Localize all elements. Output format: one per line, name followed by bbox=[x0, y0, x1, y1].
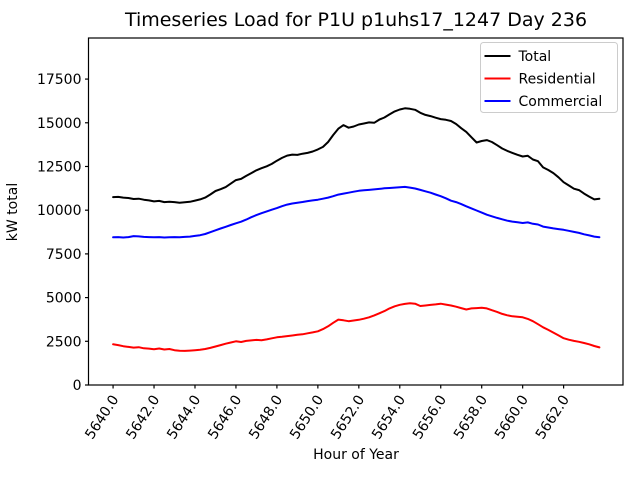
x-tick-label: 5646.0 bbox=[205, 392, 245, 442]
y-tick-label: 2500 bbox=[46, 334, 82, 350]
y-tick-label: 0 bbox=[73, 378, 82, 394]
legend-label-commercial: Commercial bbox=[519, 94, 603, 110]
series-line-commercial bbox=[112, 185, 601, 239]
y-tick-label: 7500 bbox=[46, 247, 82, 263]
chart-title: Timeseries Load for P1U p1uhs17_1247 Day… bbox=[124, 9, 587, 31]
legend-label-total: Total bbox=[518, 49, 552, 65]
y-axis-label: kW total bbox=[5, 183, 21, 241]
series-line-residential bbox=[112, 302, 601, 352]
x-tick-label: 5644.0 bbox=[164, 392, 204, 442]
x-tick-label: 5654.0 bbox=[369, 392, 409, 442]
x-tick-label: 5648.0 bbox=[246, 392, 286, 442]
series-line-total bbox=[112, 107, 601, 204]
y-tick-label: 15000 bbox=[37, 116, 82, 132]
plot-border bbox=[87, 37, 624, 386]
legend: Total Residential Commercial bbox=[480, 42, 618, 113]
x-tick-label: 5650.0 bbox=[287, 392, 327, 442]
x-tick-label: 5662.0 bbox=[533, 392, 573, 442]
y-tick-label: 10000 bbox=[37, 203, 82, 219]
x-tick-label: 5660.0 bbox=[492, 392, 532, 442]
legend-label-residential: Residential bbox=[519, 72, 596, 88]
x-tick-label: 5656.0 bbox=[410, 392, 450, 442]
x-axis-label: Hour of Year bbox=[313, 447, 399, 463]
y-tick-label: 5000 bbox=[46, 291, 82, 307]
x-tick-label: 5642.0 bbox=[123, 392, 163, 442]
y-tick-label: 17500 bbox=[37, 72, 82, 88]
x-tick-label: 5658.0 bbox=[451, 392, 491, 442]
x-tick-label: 5640.0 bbox=[82, 392, 122, 442]
y-tick-label: 12500 bbox=[37, 159, 82, 175]
legend-frame bbox=[480, 42, 618, 113]
series-layer bbox=[112, 107, 601, 352]
x-tick-label: 5652.0 bbox=[328, 392, 368, 442]
